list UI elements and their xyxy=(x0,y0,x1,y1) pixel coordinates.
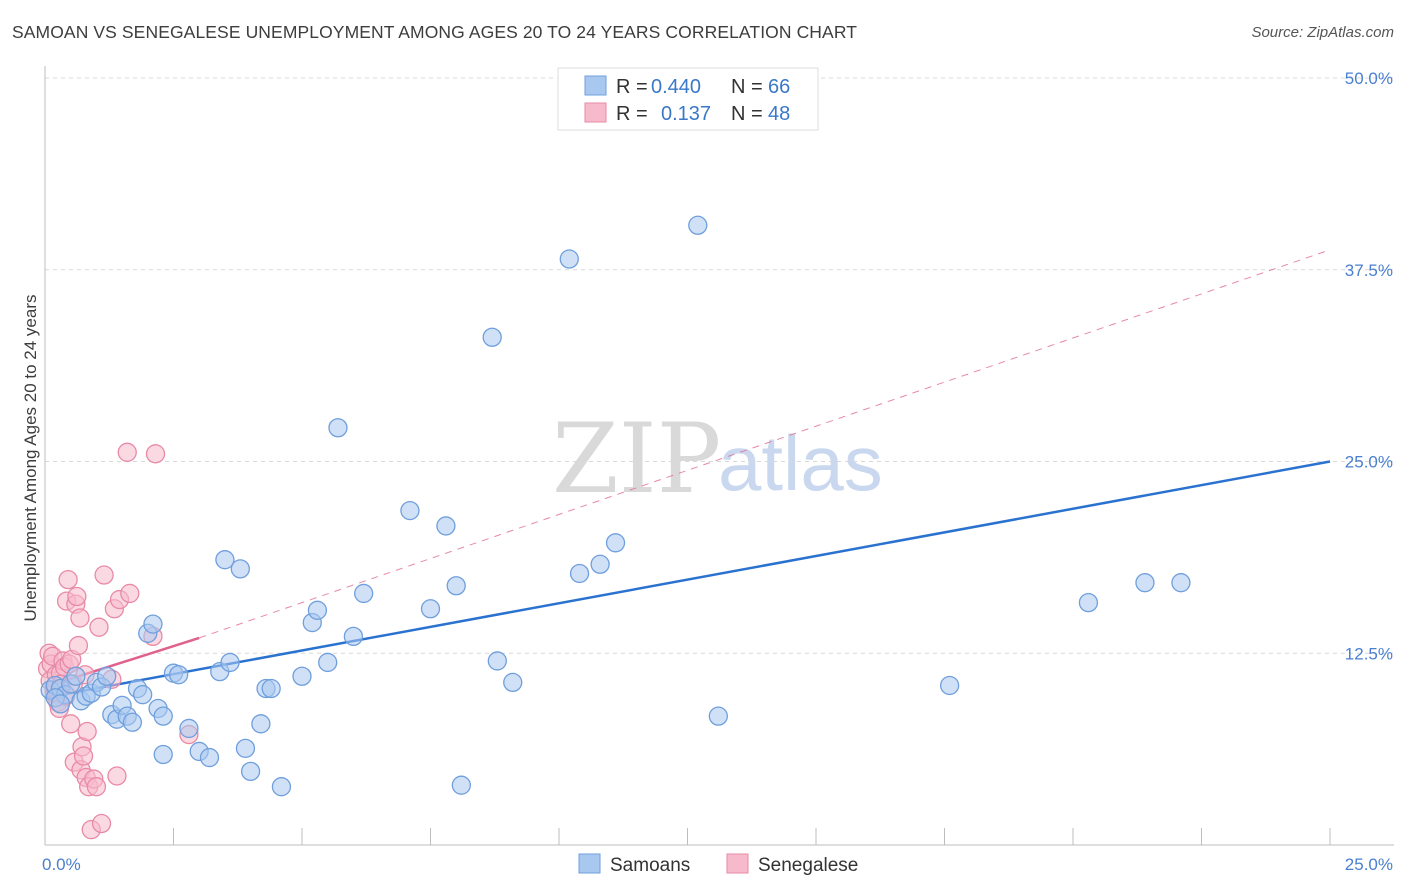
senegalese-point-38 xyxy=(94,565,114,585)
source-label: Source: ZipAtlas.com xyxy=(1251,24,1394,41)
samoans-point-23 xyxy=(153,706,173,726)
samoans-point-32 xyxy=(215,550,235,570)
samoans-point-39 xyxy=(271,777,292,797)
y-tick-label-2: 37.5% xyxy=(1345,261,1393,280)
samoans-point-29 xyxy=(199,747,220,768)
legend-r-label-2: R = xyxy=(616,103,648,125)
samoans-point-60 xyxy=(708,706,728,726)
senegalese-point-16 xyxy=(58,569,78,590)
samoans-point-27 xyxy=(179,718,199,739)
samoans-point-52 xyxy=(482,327,502,347)
legend-swatch-senegalese xyxy=(584,102,607,123)
samoans-point-36 xyxy=(251,714,271,734)
samoans-point-65 xyxy=(50,694,71,714)
samoans-point-42 xyxy=(307,600,328,620)
samoans-point-45 xyxy=(343,626,364,647)
senegalese-point-44 xyxy=(120,583,140,604)
samoans-point-35 xyxy=(240,761,261,782)
samoans-point-40 xyxy=(292,666,312,686)
senegalese-point-24 xyxy=(68,635,89,656)
samoans-point-31 xyxy=(220,652,240,673)
samoans-point-46 xyxy=(354,583,374,604)
bottom-legend-swatch-samoans xyxy=(578,853,601,874)
samoans-point-6 xyxy=(66,666,86,686)
correlation-legend: R = 0.440 N = 66 R = 0.137 N = 48 xyxy=(557,67,819,131)
samoans-point-24 xyxy=(153,744,173,765)
samoans-point-64 xyxy=(1171,573,1191,593)
samoans-point-17 xyxy=(122,712,143,732)
senegalese-point-36 xyxy=(89,617,109,637)
samoans-point-38 xyxy=(261,678,281,699)
senegalese-point-23 xyxy=(67,586,87,607)
senegalese-trend-extension xyxy=(199,249,1331,639)
samoans-point-33 xyxy=(230,559,250,579)
samoans-point-47 xyxy=(400,500,420,521)
legend-r-label-1: R = xyxy=(616,76,648,98)
senegalese-point-25 xyxy=(70,608,90,628)
axes xyxy=(44,66,1394,846)
x-tick-label-max: 25.0% xyxy=(1345,855,1393,874)
senegalese-point-41 xyxy=(107,766,127,786)
samoans-point-61 xyxy=(939,675,960,696)
samoans-point-49 xyxy=(436,516,456,536)
bottom-legend-samoans: Samoans xyxy=(610,855,690,876)
samoans-point-43 xyxy=(318,652,338,673)
samoans-point-54 xyxy=(503,672,523,693)
samoans-point-51 xyxy=(451,775,471,795)
samoans-point-12 xyxy=(97,666,117,686)
senegalese-point-28 xyxy=(73,746,94,766)
series-legend: Samoans Senegalese xyxy=(578,853,858,876)
legend-n-value-1: 66 xyxy=(768,76,790,98)
samoans-point-50 xyxy=(446,576,466,596)
bottom-legend-senegalese: Senegalese xyxy=(758,855,858,876)
y-axis-label: Unemployment Among Ages 20 to 24 years xyxy=(21,295,40,622)
samoans-point-57 xyxy=(590,554,610,574)
legend-n-value-2: 48 xyxy=(768,103,790,125)
legend-n-label-1: N = xyxy=(731,76,763,98)
samoans-point-48 xyxy=(420,599,441,619)
samoans-point-62 xyxy=(1078,592,1099,613)
samoans-point-34 xyxy=(235,738,256,759)
samoans-trend-line xyxy=(44,460,1331,699)
samoans-point-55 xyxy=(559,249,579,269)
senegalese-point-18 xyxy=(61,714,81,734)
watermark-atlas: atlas xyxy=(718,419,883,507)
x-tick-marks xyxy=(44,828,1331,845)
legend-r-value-1: 0.440 xyxy=(651,76,701,98)
chart-title: SAMOAN VS SENEGALESE UNEMPLOYMENT AMONG … xyxy=(12,22,858,42)
x-tick-labels: 0.0% 25.0% xyxy=(42,855,1393,874)
samoans-point-53 xyxy=(487,651,507,671)
samoans-points xyxy=(40,215,1191,797)
senegalese-point-46 xyxy=(145,444,166,464)
senegalese-point-37 xyxy=(91,813,112,834)
bottom-legend-swatch-senegalese xyxy=(726,853,749,874)
samoans-point-44 xyxy=(328,418,348,438)
samoans-point-63 xyxy=(1135,573,1155,593)
y-tick-label-3: 50.0% xyxy=(1345,69,1393,88)
legend-n-label-2: N = xyxy=(731,103,763,125)
samoans-point-19 xyxy=(133,685,153,705)
x-tick-label-min: 0.0% xyxy=(42,855,81,874)
senegalese-point-35 xyxy=(86,777,107,797)
samoans-point-59 xyxy=(688,215,708,235)
y-tick-label-0: 12.5% xyxy=(1345,644,1393,663)
samoans-point-26 xyxy=(168,665,189,685)
samoans-point-21 xyxy=(143,614,163,634)
legend-swatch-samoans xyxy=(584,75,607,96)
y-tick-label-1: 25.0% xyxy=(1345,453,1393,472)
legend-r-value-2: 0.137 xyxy=(661,103,711,125)
samoans-point-58 xyxy=(605,533,626,553)
senegalese-point-31 xyxy=(77,721,97,742)
y-tick-labels: 12.5% 25.0% 37.5% 50.0% xyxy=(1345,69,1393,663)
samoans-point-56 xyxy=(569,563,590,584)
senegalese-point-43 xyxy=(117,442,137,462)
watermark-zip: ZIP xyxy=(552,403,721,515)
senegalese-points xyxy=(37,442,199,840)
